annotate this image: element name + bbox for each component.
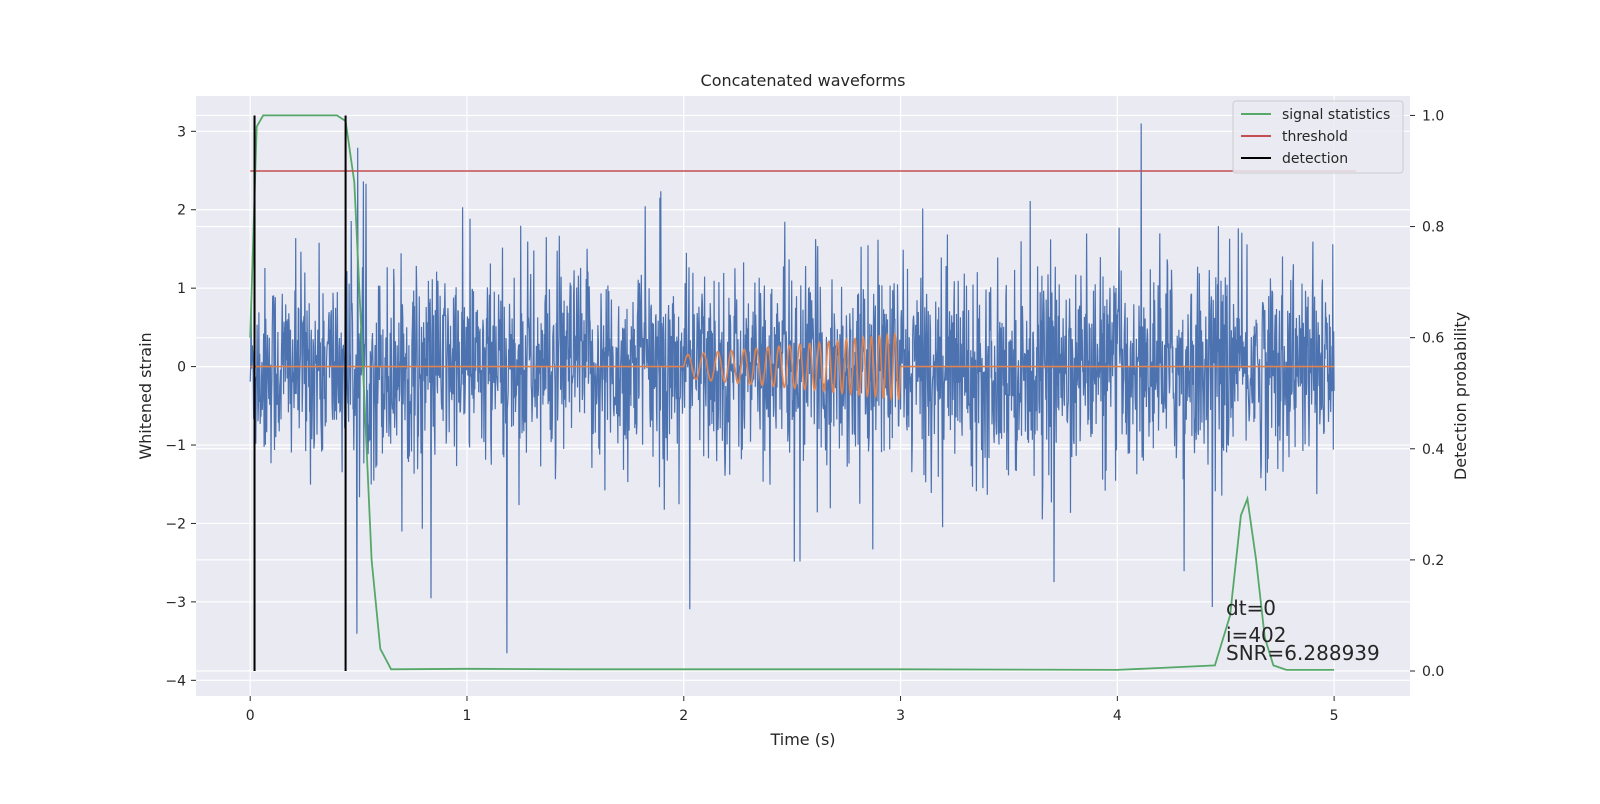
plot-area <box>249 114 1356 671</box>
series-signal-statistics <box>249 114 1335 671</box>
x-tick-label: 4 <box>1113 708 1122 724</box>
legend-label-detection: detection <box>1282 151 1348 167</box>
y-right-tick-label: 1.0 <box>1422 108 1444 124</box>
y-left-tick-label: −3 <box>165 595 186 611</box>
y-right-tick-label: 0.0 <box>1422 664 1444 680</box>
series-injected-waveform <box>250 331 1335 402</box>
y-left-tick-label: 2 <box>177 203 186 219</box>
legend: signal statistics threshold detection <box>1232 100 1404 174</box>
y-left-tick-label: 0 <box>177 360 186 376</box>
y-left-tick-label: −1 <box>165 438 186 454</box>
y-right-tick-label: 0.8 <box>1422 220 1444 236</box>
y-right-tick-label: 0.4 <box>1422 442 1444 458</box>
series-whitened-strain <box>249 123 1335 654</box>
x-tick-label: 3 <box>896 708 905 724</box>
annotation-snr: SNR=6.288939 <box>1226 641 1380 665</box>
annotation-dt: dt=0 <box>1226 596 1276 620</box>
legend-label-statistics: signal statistics <box>1282 107 1390 123</box>
x-axis-ticks: 0 1 2 3 4 5 <box>246 696 1339 724</box>
legend-box <box>1232 100 1404 174</box>
y-right-axis-ticks: 0.0 0.2 0.4 0.6 0.8 1.0 <box>1410 108 1444 680</box>
x-tick-label: 5 <box>1330 708 1339 724</box>
series-detection <box>253 115 347 671</box>
x-tick-label: 0 <box>246 708 255 724</box>
annotation-i: i=402 <box>1226 623 1287 647</box>
x-axis-label: Time (s) <box>769 730 835 749</box>
y-left-tick-label: 3 <box>177 124 186 140</box>
x-tick-label: 2 <box>679 708 688 724</box>
chart-title: Concatenated waveforms <box>701 71 906 90</box>
y-left-tick-label: 1 <box>177 281 186 297</box>
y-right-tick-label: 0.6 <box>1422 331 1444 347</box>
y-left-tick-label: −2 <box>165 516 186 532</box>
y-right-axis-label: Detection probability <box>1451 312 1470 480</box>
x-tick-label: 1 <box>463 708 472 724</box>
y-left-axis-ticks: −4 −3 −2 −1 0 1 2 3 <box>165 124 196 689</box>
y-left-axis-label: Whitened strain <box>136 332 155 459</box>
y-left-tick-label: −4 <box>165 673 186 689</box>
y-right-tick-label: 0.2 <box>1422 553 1444 569</box>
legend-label-threshold: threshold <box>1282 129 1348 145</box>
